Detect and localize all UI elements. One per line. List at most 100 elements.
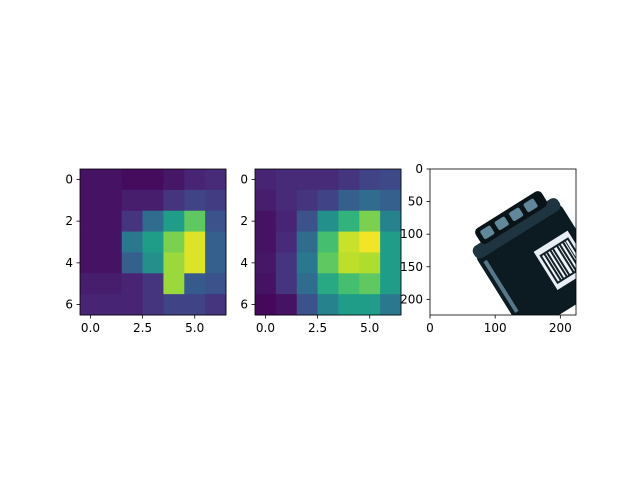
heatmap-cell <box>275 273 298 295</box>
heatmap-cell <box>275 210 298 232</box>
heatmap-cell <box>380 273 402 295</box>
heatmap-cell <box>163 231 185 253</box>
x-tick-label: 100 <box>484 321 507 335</box>
heatmap-cell <box>184 210 206 232</box>
y-tick-label: 2 <box>240 214 248 228</box>
heatmap-cell <box>163 252 185 274</box>
heatmap-cell <box>255 169 277 191</box>
heatmap-cell <box>275 189 298 212</box>
heatmap-cell <box>80 273 102 295</box>
heatmap-cell <box>296 273 318 295</box>
heatmap-cell <box>121 210 143 232</box>
x-tick-label: 0.0 <box>81 321 100 335</box>
x-tick-label: 5.0 <box>185 321 204 335</box>
heatmap-cell <box>255 273 277 295</box>
heatmap-cell <box>100 252 123 274</box>
y-tick-label: 100 <box>400 227 423 241</box>
heatmap-cell <box>338 210 360 232</box>
y-tick-label: 2 <box>65 214 73 228</box>
heatmap-cell <box>142 210 164 232</box>
y-tick-label: 4 <box>65 256 73 270</box>
heatmap-cell <box>121 273 143 295</box>
heatmap-cell <box>163 294 185 316</box>
heatmap-cell <box>100 294 123 316</box>
heatmap-cell <box>296 252 318 274</box>
y-tick-label: 0 <box>415 162 423 176</box>
x-tick-label: 0 <box>426 321 434 335</box>
x-tick-label: 5.0 <box>360 321 379 335</box>
heatmap-cell <box>296 231 318 253</box>
heatmap-cell <box>359 210 381 232</box>
heatmap-cell <box>163 169 185 191</box>
heatmap-cell <box>338 273 360 295</box>
heatmap-cell <box>205 210 227 232</box>
heatmap-cell <box>100 169 123 191</box>
heatmap-cell <box>380 252 402 274</box>
heatmap-cell <box>80 169 102 191</box>
heatmap-cell <box>296 210 318 232</box>
heatmap-cell <box>205 189 227 212</box>
heatmap-cell <box>205 252 227 274</box>
heatmap-cell <box>275 294 298 316</box>
y-tick-label: 0 <box>240 172 248 186</box>
heatmap-cell <box>317 294 339 316</box>
heatmap-cell <box>205 294 227 316</box>
heatmap-cell <box>317 169 339 191</box>
heatmap-cell <box>184 231 206 253</box>
heatmap-cell <box>255 210 277 232</box>
heatmap-cell <box>380 294 402 316</box>
axes-frame <box>254 168 402 316</box>
heatmap-cell <box>317 210 339 232</box>
heatmap-cell <box>100 189 123 212</box>
heatmap-cell <box>80 294 102 316</box>
y-tick-label: 4 <box>240 256 248 270</box>
heatmap-cell <box>80 210 102 232</box>
heatmap-cell <box>142 273 164 295</box>
heatmap-cell <box>100 273 123 295</box>
heatmap-panel-1: 0.0 2.5 5.0 0 2 4 6 <box>65 168 227 335</box>
y-tick-label: 200 <box>400 292 423 306</box>
heatmap-cell <box>100 210 123 232</box>
heatmap-cell <box>80 252 102 274</box>
x-tick-label: 0.0 <box>256 321 275 335</box>
heatmap-cell <box>184 169 206 191</box>
heatmap-cell <box>142 189 164 212</box>
heatmap-cell <box>380 169 402 191</box>
heatmap-cell <box>317 231 339 253</box>
heatmap-cell <box>80 189 102 212</box>
heatmap-cell <box>100 231 123 253</box>
heatmap-cell <box>142 252 164 274</box>
heatmap-cell <box>184 189 206 212</box>
heatmap-cell <box>205 169 227 191</box>
heatmap-cell <box>163 189 185 212</box>
heatmap-cell <box>121 294 143 316</box>
heatmap-cell <box>380 210 402 232</box>
y-tick-label: 0 <box>65 172 73 186</box>
x-tick-label: 200 <box>549 321 572 335</box>
heatmap-cell <box>380 231 402 253</box>
heatmap-cell <box>338 252 360 274</box>
heatmap-cell <box>317 252 339 274</box>
heatmap-cell <box>359 169 381 191</box>
heatmap-cell <box>317 189 339 212</box>
image-panel: 0 100 200 0 50 100 150 200 <box>400 162 577 335</box>
heatmap-cell <box>255 294 277 316</box>
heatmap-cell <box>142 294 164 316</box>
x-tick-label: 2.5 <box>308 321 327 335</box>
heatmap-cell <box>121 189 143 212</box>
heatmap-cell <box>205 273 227 295</box>
heatmap-cell <box>338 294 360 316</box>
heatmap-cell <box>184 294 206 316</box>
heatmap-cell <box>142 231 164 253</box>
y-tick-label: 6 <box>240 298 248 312</box>
heatmap-cell <box>255 252 277 274</box>
heatmap-cell <box>205 231 227 253</box>
heatmap-cell <box>121 231 143 253</box>
heatmap-cell <box>317 273 339 295</box>
heatmap-panel-2: 0.0 2.5 5.0 0 2 4 6 <box>240 168 402 335</box>
heatmap-cell <box>338 189 360 212</box>
heatmap-cell <box>163 273 185 295</box>
heatmap-cell <box>296 169 318 191</box>
heatmap-cell <box>142 169 164 191</box>
